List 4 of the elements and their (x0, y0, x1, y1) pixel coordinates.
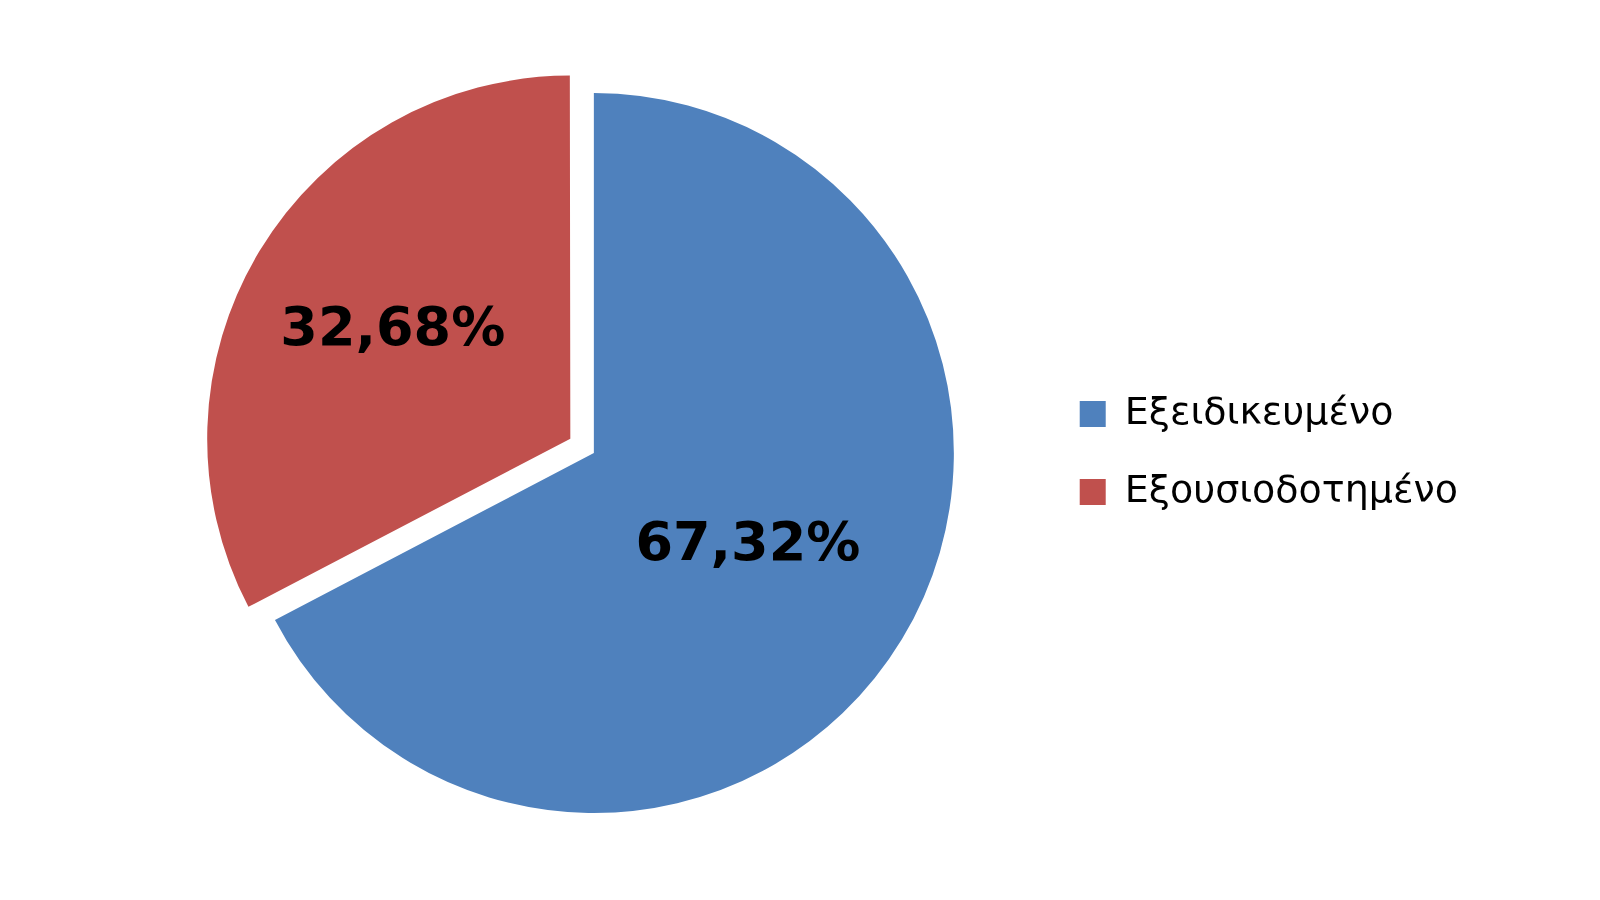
data-label: 32,68% (280, 295, 506, 359)
legend-label: Εξειδικευμένο (1124, 388, 1394, 433)
data-label: 67,32% (635, 510, 861, 574)
legend-label: Εξουσιοδοτημένο (1124, 466, 1458, 511)
